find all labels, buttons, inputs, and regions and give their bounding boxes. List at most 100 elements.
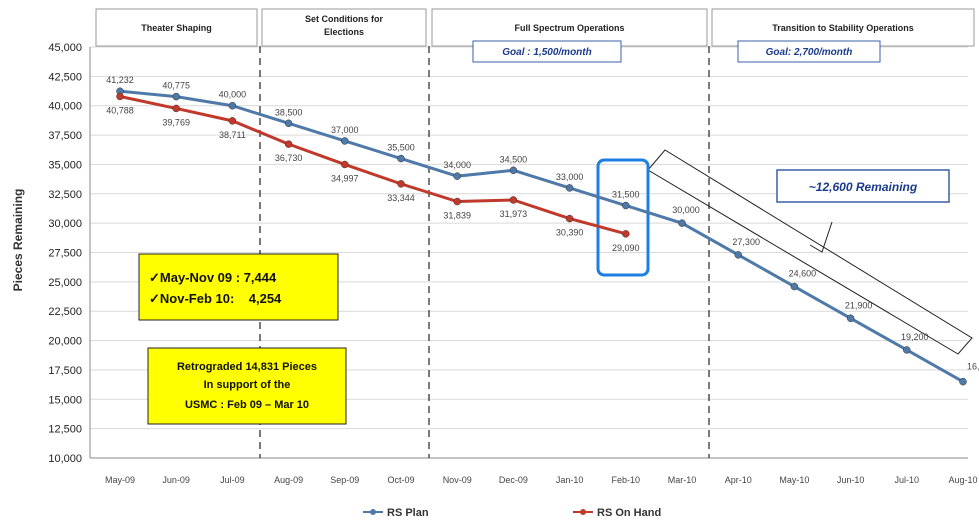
series <box>116 87 967 386</box>
data-label-rs-plan: 40,000 <box>219 90 247 100</box>
y-tick-label: 45,000 <box>48 42 82 54</box>
y-tick-label: 27,500 <box>48 248 82 260</box>
point-rs-on-hand <box>509 196 518 204</box>
data-label-rs-on-hand: 31,973 <box>500 209 528 219</box>
point-rs-plan <box>903 346 911 354</box>
summary-line-2: ✓Nov-Feb 10: 4,254 <box>149 291 282 306</box>
point-rs-plan <box>678 219 686 227</box>
retrograde-line-1: Retrograded 14,831 Pieces <box>177 361 317 373</box>
point-rs-plan <box>172 92 180 101</box>
x-tick-label: Feb-10 <box>612 475 641 485</box>
point-rs-on-hand <box>228 117 237 125</box>
x-ticks: May-09 Jun-09 Jul-09 Aug-09 Sep-09 Oct-09 Nov-… <box>105 475 978 485</box>
axes <box>89 47 968 459</box>
legend-item-rs-plan: RS Plan <box>363 507 429 519</box>
point-rs-plan <box>622 201 630 210</box>
data-label-rs-on-hand: 33,344 <box>387 193 415 203</box>
x-tick-label: May-09 <box>105 475 135 485</box>
x-tick-label: Jun-09 <box>162 475 190 485</box>
retrograde-line-3: USMC : Feb 09 – Mar 10 <box>185 399 309 411</box>
series-line-rs-on-hand <box>119 94 627 236</box>
goal-box-2: Goal: 2,700/month <box>737 40 881 63</box>
data-label-rs-plan: 37,000 <box>331 125 359 135</box>
y-tick-label: 30,000 <box>48 218 82 230</box>
data-labels: 41,232 40,775 40,000 38,500 37,000 35,500 34,0… <box>106 75 979 371</box>
point-rs-on-hand <box>397 180 405 188</box>
point-rs-plan <box>959 377 967 386</box>
remaining-text: ~12,600 Remaining <box>809 180 918 194</box>
y-tick-label: 15,000 <box>48 394 82 406</box>
y-tick-label: 10,000 <box>48 453 82 465</box>
x-tick-label: Aug-10 <box>948 475 977 485</box>
point-rs-on-hand <box>453 197 461 206</box>
point-rs-on-hand <box>622 230 630 238</box>
goal-box-1: Goal : 1,500/month <box>472 40 622 63</box>
point-rs-plan <box>341 137 349 145</box>
y-tick-label: 25,000 <box>48 277 82 289</box>
phase-header-label: Full Spectrum Operations <box>514 23 624 33</box>
y-tick-label: 12,500 <box>48 424 82 436</box>
summary-box: ✓May-Nov 09 : 7,444 ✓Nov-Feb 10: 4,254 <box>138 253 339 321</box>
data-label-rs-plan: 34,500 <box>500 154 528 164</box>
x-tick-label: Jan-10 <box>556 475 584 485</box>
retrograde-line-2: In support of the <box>204 379 291 391</box>
x-tick-label: May-10 <box>779 475 809 485</box>
remaining-box: ~12,600 Remaining <box>776 169 950 203</box>
data-label-rs-on-hand: 29,090 <box>612 243 640 253</box>
legend: RS Plan RS On Hand <box>363 507 661 519</box>
data-label-rs-plan: 34,000 <box>443 160 471 170</box>
x-tick-label: Jul-09 <box>220 475 245 485</box>
data-label-rs-plan: 27,300 <box>732 237 760 247</box>
legend-item-rs-on-hand: RS On Hand <box>573 507 661 519</box>
data-label-rs-on-hand: 39,769 <box>162 117 190 127</box>
data-label-rs-plan: 38,500 <box>275 107 303 117</box>
point-rs-on-hand <box>116 92 124 101</box>
remaining-brace <box>647 149 973 355</box>
summary-line-1: ✓May-Nov 09 : 7,444 <box>149 270 277 285</box>
phase-header-box <box>711 8 975 47</box>
phase-header-box <box>261 8 427 47</box>
phase-header-label: Theater Shaping <box>141 23 212 33</box>
x-tick-label: Dec-09 <box>499 475 528 485</box>
data-label-rs-on-hand: 34,997 <box>331 173 359 183</box>
data-label-rs-plan: 21,900 <box>845 300 873 310</box>
feb10-highlight <box>596 158 650 277</box>
point-rs-plan <box>565 184 574 192</box>
x-tick-label: Apr-10 <box>725 475 752 485</box>
data-label-rs-on-hand: 36,730 <box>275 153 303 163</box>
point-rs-plan <box>790 282 799 291</box>
data-label-rs-plan: 31,500 <box>612 190 640 200</box>
y-tick-label: 42,500 <box>48 71 82 83</box>
data-label-rs-on-hand: 38,711 <box>219 130 246 140</box>
series-line-rs-plan <box>119 89 964 383</box>
point-rs-on-hand <box>284 140 293 148</box>
data-label-rs-on-hand: 31,839 <box>443 211 471 221</box>
goal-1-text: Goal : 1,500/month <box>502 47 591 58</box>
x-tick-label: Jul-10 <box>895 475 920 485</box>
point-rs-plan <box>509 166 518 175</box>
phase-headers: Theater Shaping Set Conditions for Electio… <box>95 8 975 47</box>
y-tick-label: 35,000 <box>48 159 82 171</box>
point-rs-plan <box>453 172 461 180</box>
data-label-rs-plan: 40,775 <box>162 81 190 91</box>
data-label-rs-plan: 30,000 <box>672 205 700 215</box>
point-rs-on-hand <box>341 160 349 169</box>
y-ticks: 10,000 12,500 15,000 17,500 20,000 22,500 25,0… <box>48 42 82 465</box>
x-tick-label: Oct-09 <box>387 475 414 485</box>
data-label-rs-plan: 41,232 <box>106 75 134 85</box>
x-tick-label: Mar-10 <box>668 475 697 485</box>
phase-header-label: Set Conditions for <box>305 14 383 24</box>
x-tick-label: Sep-09 <box>330 475 359 485</box>
point-rs-plan <box>228 101 237 110</box>
data-label-rs-on-hand: 40,788 <box>106 105 134 115</box>
y-tick-label: 17,500 <box>48 365 82 377</box>
phase-dividers <box>259 46 710 458</box>
legend-label-rs-plan: RS Plan <box>387 507 429 519</box>
phase-header-label: Transition to Stability Operations <box>772 23 914 33</box>
y-tick-label: 40,000 <box>48 101 82 113</box>
point-rs-on-hand <box>172 104 180 113</box>
point-rs-plan <box>846 314 855 323</box>
data-label-rs-plan: 24,600 <box>789 269 817 279</box>
point-rs-on-hand <box>565 214 574 223</box>
data-label-rs-plan: 33,000 <box>556 172 584 182</box>
